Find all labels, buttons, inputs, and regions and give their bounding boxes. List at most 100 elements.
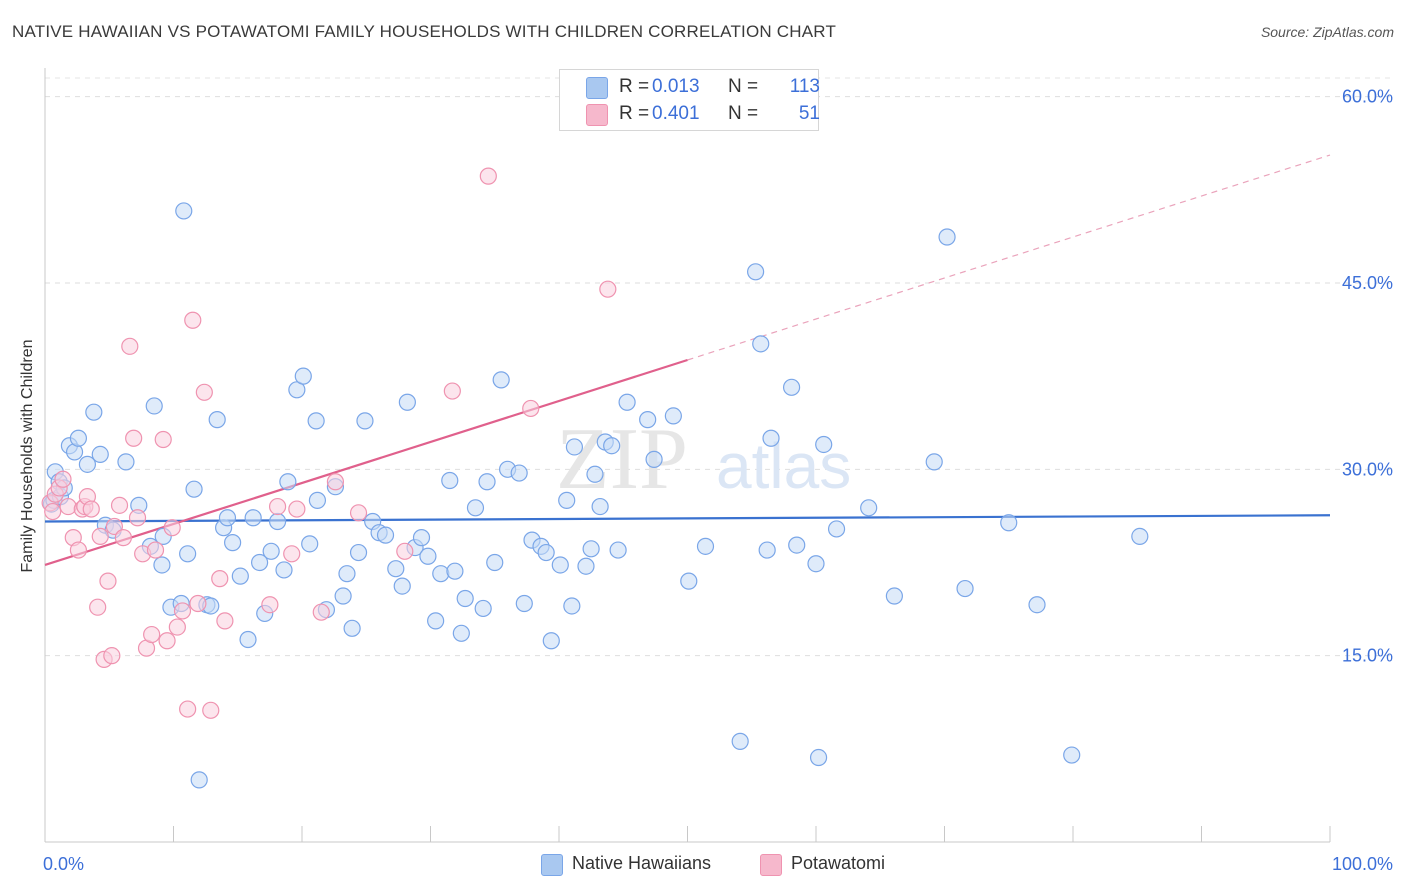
n-value: 113 [789,76,820,97]
data-points [41,167,1149,789]
native-hawaiians-point [343,619,361,637]
y-tick-label: 45.0% [1342,273,1393,293]
native-hawaiians-point [179,545,197,563]
native-hawaiians-point [486,553,504,572]
r-value: 0.013 [652,76,700,97]
native-hawaiians-point [815,435,833,454]
native-hawaiians-point [376,526,395,544]
native-hawaiians-point [510,464,528,482]
native-hawaiians-point [190,771,208,789]
potawatomi-point [326,473,345,491]
native-hawaiians-point [334,587,352,605]
native-hawaiians-point [762,429,780,447]
legend-swatch-blue [541,854,563,876]
potawatomi-point [195,383,213,401]
potawatomi-point [189,594,207,613]
potawatomi-point [522,399,540,418]
x-tick-label: 100.0% [1332,854,1393,874]
native-hawaiians-point [446,562,464,580]
native-hawaiians-point [860,499,878,517]
native-hawaiians-point [664,407,682,425]
native-hawaiians-point [752,335,770,353]
native-hawaiians-point [537,543,555,562]
native-hawaiians-point [478,473,496,491]
potawatomi-point [349,504,368,522]
native-hawaiians-point [1028,596,1046,614]
legend-swatch-pink [586,104,608,126]
stats-legend: R = 0.013 N = 113 R = 0.401 N = 51 [559,69,820,131]
n-value: 51 [798,103,820,124]
native-hawaiians-point [591,497,609,516]
native-hawaiians-point [807,555,825,573]
potawatomi-point [158,632,176,650]
native-hawaiians-point [145,397,163,415]
potawatomi-point [146,541,165,559]
native-hawaiians-point [645,450,663,468]
native-hawaiians-point [492,371,510,389]
native-hawaiians-point [565,438,584,456]
native-hawaiians-point [294,367,312,385]
native-hawaiians-point [78,455,97,473]
axes [44,68,1331,843]
native-hawaiians-point [308,491,327,509]
potawatomi-point [479,167,497,185]
potawatomi-point [44,502,62,521]
potawatomi-point [121,337,139,355]
potawatomi-point [288,500,306,518]
potawatomi-point [261,596,279,614]
series-legend: Native Hawaiians Potawatomi [0,852,1406,878]
potawatomi-point [128,509,147,527]
y-tick-label: 30.0% [1342,459,1393,479]
potawatomi-point [110,496,129,514]
native-hawaiians-point [731,732,749,750]
native-hawaiians-point [387,560,405,578]
native-hawaiians-trend-line [44,514,1331,523]
n-label: N = [728,76,759,97]
potawatomi-point [443,382,461,400]
potawatomi-point [202,701,220,719]
native-hawaiians-point [618,393,636,411]
native-hawaiians-point [275,561,293,579]
y-tick-label: 60.0% [1342,87,1393,107]
potawatomi-point [103,647,121,665]
native-hawaiians-point [349,543,368,562]
potawatomi-point [312,603,330,621]
legend-label: Native Hawaiians [572,853,712,873]
y-axis-title: Family Households with Children [19,339,36,573]
native-hawaiians-point [244,509,262,527]
native-hawaiians-point [268,512,287,531]
native-hawaiians-point [419,547,437,565]
potawatomi-point [105,517,123,536]
native-hawaiians-point [412,529,431,547]
native-hawaiians-point [466,499,485,517]
native-hawaiians-point [809,748,828,767]
native-hawaiians-point [456,589,474,608]
potawatomi-point [184,311,202,329]
native-hawaiians-point [1063,746,1081,764]
source-label: Source: ZipAtlas.com [1260,24,1394,40]
native-hawaiians-point [577,557,595,575]
native-hawaiians-point [551,556,569,574]
native-hawaiians-point [175,202,193,220]
native-hawaiians-point [338,565,356,583]
native-hawaiians-point [474,599,492,618]
native-hawaiians-point [1000,514,1018,532]
native-hawaiians-point [85,403,103,421]
native-hawaiians-point [307,412,325,430]
r-label: R = [619,76,650,97]
native-hawaiians-point [452,624,470,642]
native-hawaiians-point [427,612,445,630]
potawatomi-point [143,625,161,644]
native-hawaiians-point [91,445,109,464]
legend-swatch-blue [586,77,608,99]
potawatomi-point [396,542,414,560]
native-hawaiians-point [609,541,627,559]
native-hawaiians-point [239,630,257,649]
potawatomi-point [82,500,100,518]
watermark-zip: ZIP [556,411,688,508]
native-hawaiians-point [582,540,600,558]
native-hawaiians-point [696,537,715,555]
tick-labels: 15.0% 30.0% 45.0% 60.0% 0.0% 100.0% [43,87,1393,874]
native-hawaiians-point [441,471,459,490]
native-hawaiians-point [279,473,297,491]
